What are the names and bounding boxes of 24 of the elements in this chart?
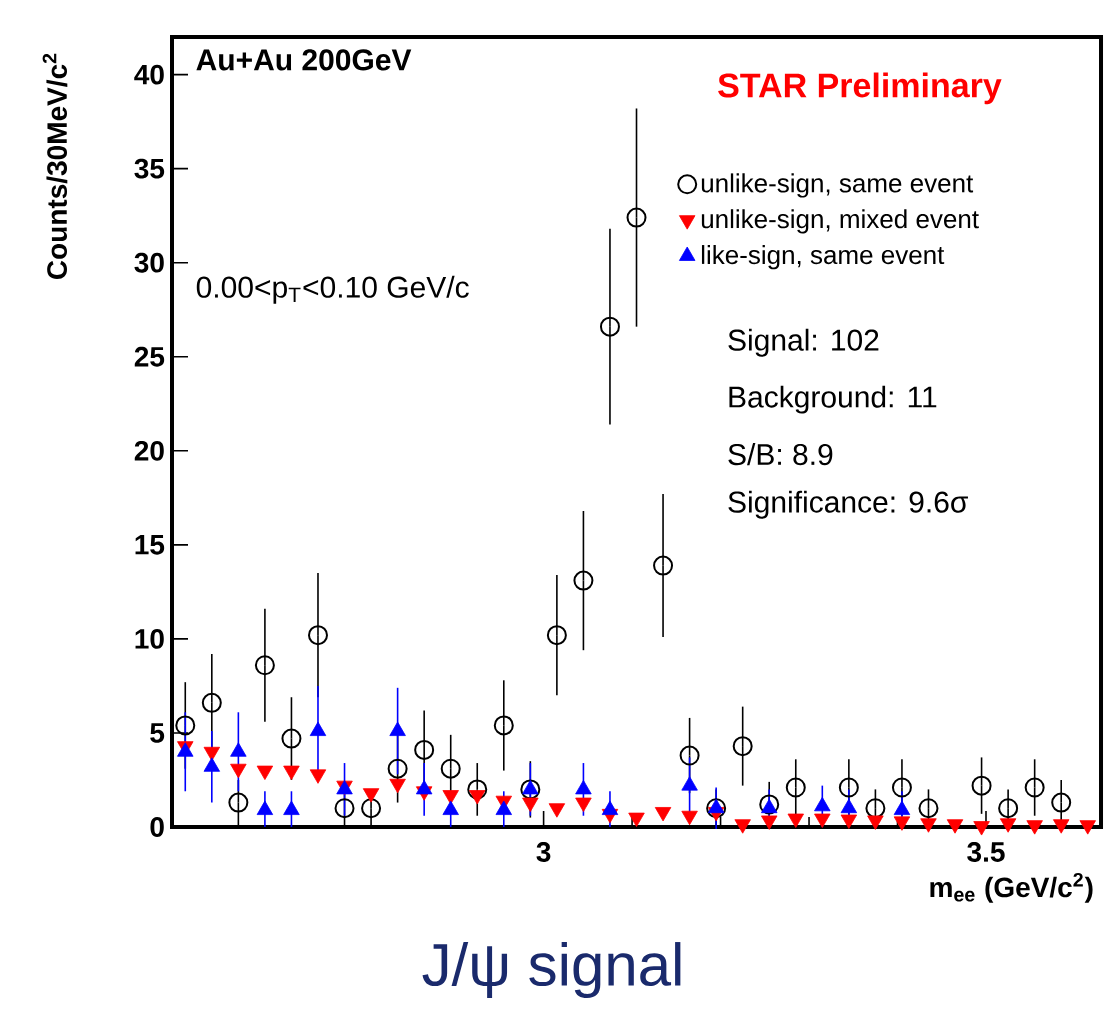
x-tick-label: 3 — [536, 842, 551, 862]
y-tick-label: 10 — [135, 628, 164, 649]
legend-label: unlike-sign, mixed event — [701, 209, 979, 234]
y-tick-label: 25 — [134, 346, 165, 367]
annotation: STAR Preliminary — [718, 72, 1002, 105]
y-tick-label: 20 — [134, 440, 164, 461]
annotation: S/B: 8.9 — [728, 443, 833, 466]
y-tick-label: 0 — [150, 817, 164, 837]
x-tick-label: 3.5 — [967, 842, 1005, 862]
text: J/ψ signal — [422, 942, 681, 998]
y-tick-label: 5 — [150, 723, 165, 743]
legend-label: unlike-sign, same event — [701, 173, 974, 198]
annotation: Significance: 9.6σ — [728, 490, 968, 519]
y-tick-label: 40 — [134, 64, 164, 85]
annotation: 0.00<p$_{T}$<0.10 GeV/c — [196, 275, 469, 304]
x-axis-title: m$_{ee}$ (GeV/c$^{2}$) — [930, 872, 1093, 903]
annotation: Background: 11 — [729, 385, 937, 414]
y-tick-label: 35 — [134, 158, 165, 179]
y-axis-title: Counts/30MeV/c$^{2}$ — [42, 53, 68, 279]
annotation: Signal: 102 — [728, 328, 879, 357]
annotation: Au+Au 200GeV — [196, 49, 412, 71]
legend-label: like-sign, same event — [701, 245, 945, 270]
y-tick-label: 30 — [134, 252, 164, 273]
y-tick-label: 15 — [135, 535, 165, 555]
